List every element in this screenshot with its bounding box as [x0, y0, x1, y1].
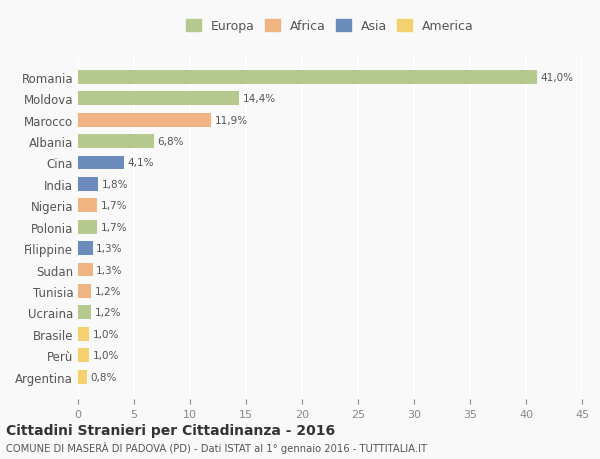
Text: COMUNE DI MASERÀ DI PADOVA (PD) - Dati ISTAT al 1° gennaio 2016 - TUTTITALIA.IT: COMUNE DI MASERÀ DI PADOVA (PD) - Dati I… [6, 441, 427, 453]
Text: 1,2%: 1,2% [95, 286, 121, 296]
Text: 1,0%: 1,0% [92, 329, 119, 339]
Bar [78, 135, 154, 149]
Bar [78, 220, 97, 234]
Bar [78, 284, 91, 298]
Text: 1,7%: 1,7% [100, 201, 127, 211]
Text: 6,8%: 6,8% [158, 137, 184, 147]
Bar [78, 113, 211, 127]
Bar [78, 92, 239, 106]
Bar [78, 241, 92, 256]
Text: 11,9%: 11,9% [215, 115, 248, 125]
Text: 1,7%: 1,7% [100, 222, 127, 232]
Text: 1,0%: 1,0% [92, 350, 119, 360]
Text: 1,3%: 1,3% [96, 244, 122, 253]
Bar [78, 199, 97, 213]
Text: 1,8%: 1,8% [101, 179, 128, 190]
Bar [78, 370, 87, 384]
Text: 1,3%: 1,3% [96, 265, 122, 275]
Bar [78, 156, 124, 170]
Bar [78, 263, 92, 277]
Bar [78, 178, 98, 191]
Bar [78, 71, 537, 84]
Bar [78, 306, 91, 319]
Text: 14,4%: 14,4% [242, 94, 276, 104]
Text: Cittadini Stranieri per Cittadinanza - 2016: Cittadini Stranieri per Cittadinanza - 2… [6, 423, 335, 437]
Text: 0,8%: 0,8% [91, 372, 116, 382]
Text: 41,0%: 41,0% [541, 73, 574, 83]
Legend: Europa, Africa, Asia, America: Europa, Africa, Asia, America [182, 17, 478, 37]
Text: 1,2%: 1,2% [95, 308, 121, 318]
Bar [78, 348, 89, 362]
Text: 4,1%: 4,1% [127, 158, 154, 168]
Bar [78, 327, 89, 341]
